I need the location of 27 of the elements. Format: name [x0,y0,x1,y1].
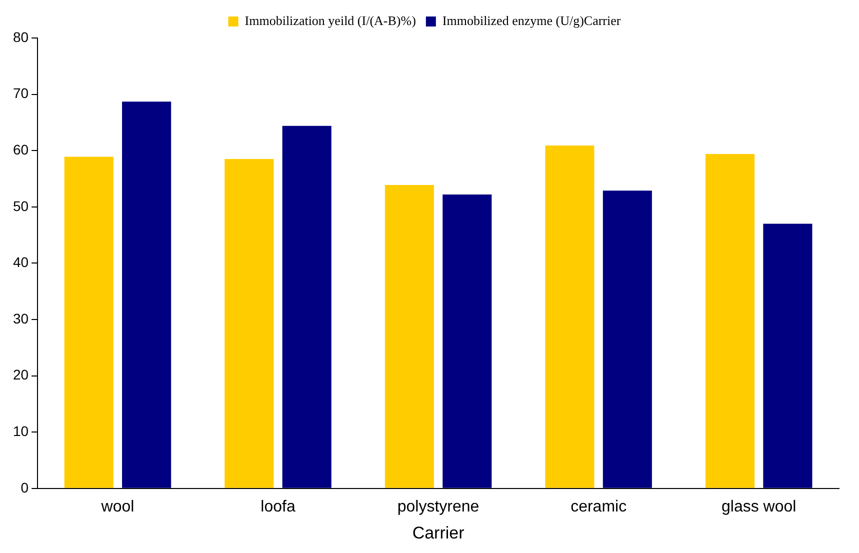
x-tick-label: loofa [260,498,296,516]
y-tick-label: 0 [20,479,29,496]
y-tick-label: 60 [12,141,29,158]
y-tick-label: 70 [12,85,29,102]
y-tick-label: 10 [12,422,29,439]
x-tick-label: wool [100,498,134,516]
bar [282,126,332,488]
bar [442,194,492,488]
bar [705,154,755,488]
legend-label: Immobilization yeild (I/(A-B)%) [244,12,416,28]
legend-label: Immobilized enzyme (U/g)Carrier [442,12,622,28]
x-tick-label: ceramic [570,498,627,516]
bar [122,102,172,488]
y-tick-label: 40 [12,254,29,270]
bar [64,156,114,488]
y-tick-label: 80 [12,28,29,45]
x-tick-label: glass wool [722,498,796,516]
bar [384,184,434,488]
bar [545,146,594,488]
y-tick-label: 30 [12,310,29,326]
bar [602,190,652,488]
x-tick-label: polystyrene [397,498,480,516]
x-axis-title: Carrier [412,523,465,542]
y-tick-label: 20 [12,366,29,383]
y-tick-label: 50 [12,198,29,214]
bar [224,159,274,488]
bar [763,224,812,488]
